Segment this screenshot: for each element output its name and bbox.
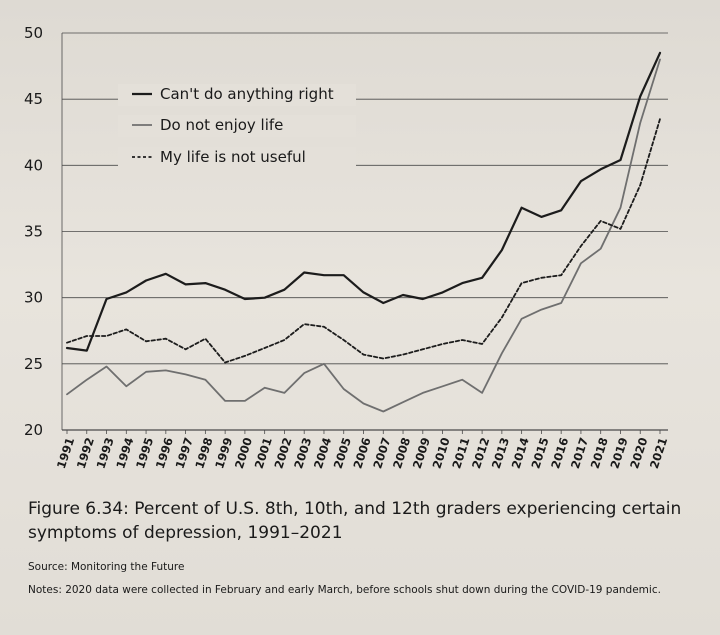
figure-notes: Notes: 2020 data were collected in Febru…: [28, 584, 661, 596]
series-line-2: [66, 58, 661, 413]
legend-backing-2: [118, 115, 356, 137]
y-axis: 20 25 30 35 40 45 50: [24, 24, 63, 439]
legend-backing-1: [118, 84, 356, 106]
series-line-3: [66, 118, 661, 364]
x-axis: 1991199219931994199519961997199819992000…: [54, 430, 670, 470]
figure-caption: Figure 6.34: Percent of U.S. 8th, 10th, …: [28, 499, 682, 543]
y-tick-label-40: 40: [24, 156, 43, 174]
x-tick-label-2021: 2021: [647, 436, 670, 471]
y-tick-label-45: 45: [24, 90, 43, 108]
y-tick-label-30: 30: [24, 289, 43, 307]
legend-label-3: My life is not useful: [160, 148, 306, 166]
figure-source: Source: Monitoring the Future: [28, 561, 185, 573]
legend: Can't do anything right Do not enjoy life…: [118, 84, 356, 169]
legend-label-1: Can't do anything right: [160, 85, 334, 103]
y-tick-label-20: 20: [24, 421, 43, 439]
legend-label-2: Do not enjoy life: [160, 116, 283, 134]
series-lines: [65, 51, 662, 413]
y-tick-label-35: 35: [24, 223, 43, 241]
line-chart: 20 25 30 35 40 45 50 1991199219931994199519961…: [24, 24, 670, 470]
series-line-1: [65, 51, 662, 352]
y-tick-label-50: 50: [24, 24, 43, 42]
legend-backing-3: [118, 147, 356, 169]
y-tick-label-25: 25: [24, 355, 43, 373]
